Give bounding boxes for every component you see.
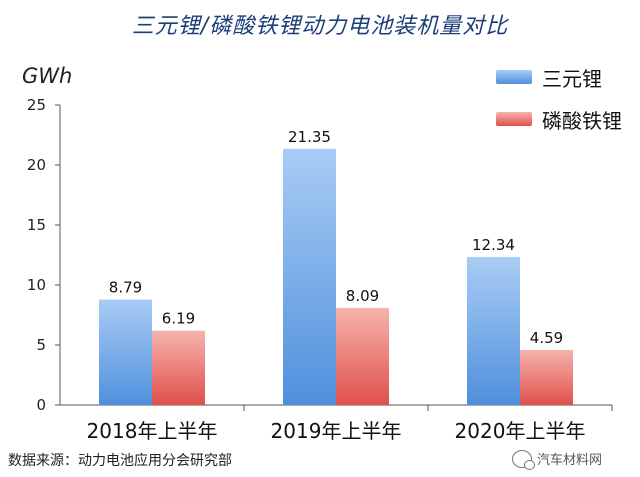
y-axis-unit: GWh: [22, 64, 73, 88]
bar: [99, 299, 152, 405]
x-tick-label: 2019年上半年: [271, 419, 402, 443]
data-label: 4.59: [530, 329, 563, 347]
data-label: 12.34: [472, 236, 515, 254]
legend-label-lfp: 磷酸铁锂: [542, 108, 622, 133]
legend: 三元锂 磷酸铁锂: [496, 60, 622, 144]
x-tick-label: 2020年上半年: [455, 419, 586, 443]
legend-item-lfp: 磷酸铁锂: [496, 102, 622, 136]
legend-swatch-ncm: [496, 70, 532, 84]
data-label: 8.09: [346, 287, 379, 305]
y-tick-label: 5: [36, 336, 46, 354]
bar: [152, 330, 205, 405]
watermark-text: 汽车材料网: [537, 453, 603, 468]
y-tick-label: 15: [27, 216, 46, 234]
data-label: 6.19: [162, 310, 195, 328]
bar: [283, 148, 336, 406]
watermark: 汽车材料网: [512, 449, 603, 470]
data-source-note: 数据来源：动力电池应用分会研究部: [8, 453, 232, 469]
data-label: 21.35: [288, 128, 331, 146]
wechat-icon: [512, 449, 535, 470]
legend-swatch-lfp: [496, 112, 532, 126]
legend-item-ncm: 三元锂: [496, 60, 622, 94]
y-tick-label: 25: [27, 96, 46, 114]
bar: [520, 349, 573, 405]
bar: [336, 307, 389, 405]
x-tick-label: 2018年上半年: [87, 419, 218, 443]
chart-title: 三元锂/磷酸铁锂动力电池装机量对比: [131, 14, 509, 39]
y-tick-label: 10: [27, 276, 46, 294]
bar: [467, 256, 520, 405]
data-label: 8.79: [109, 279, 142, 297]
y-tick-label: 0: [36, 396, 46, 414]
y-tick-label: 20: [27, 156, 46, 174]
legend-label-ncm: 三元锂: [542, 66, 602, 91]
